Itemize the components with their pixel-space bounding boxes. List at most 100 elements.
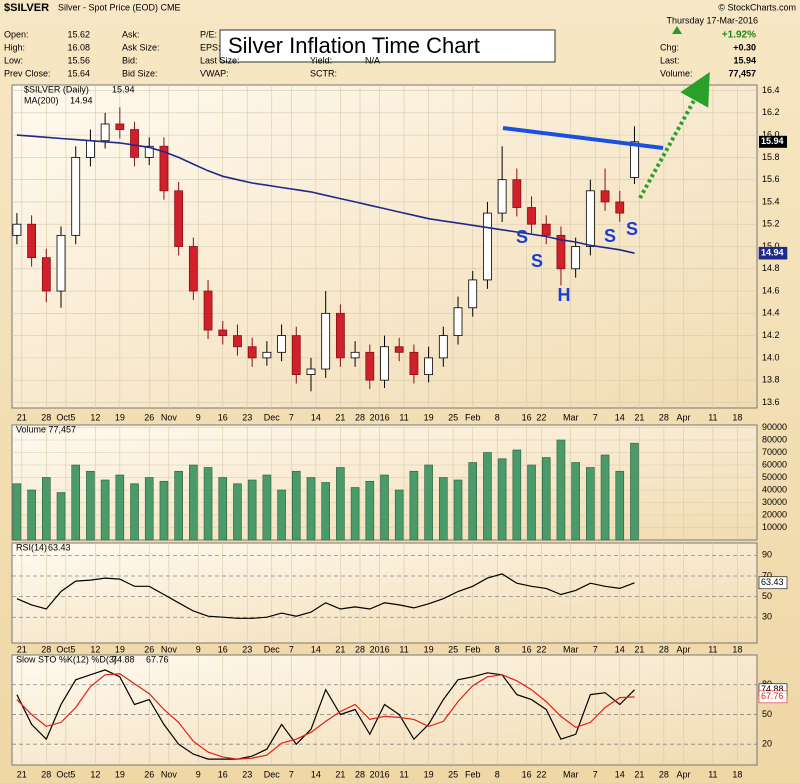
field-label: Last Size: — [200, 55, 240, 65]
quote-value: 16.08 — [67, 42, 90, 52]
candle-body — [350, 351, 360, 359]
x-tick-label: 21 — [17, 644, 27, 654]
x-tick-label: 26 — [144, 644, 154, 654]
x-tick-label: Oct5 — [56, 769, 75, 779]
volume-bar — [86, 470, 95, 541]
x-tick-label: 28 — [41, 769, 51, 779]
y-tick-label: 14.8 — [762, 263, 780, 273]
x-tick-label: Oct5 — [56, 644, 75, 654]
series-line — [16, 134, 635, 254]
candle-body — [277, 335, 286, 353]
x-tick-label: 21 — [335, 644, 345, 654]
symbol: $SILVER — [4, 2, 49, 14]
last-value: 14.94 — [761, 248, 784, 258]
x-tick-label: 21 — [634, 644, 644, 654]
x-tick-label: 16 — [522, 769, 532, 779]
volume-bar — [189, 464, 198, 541]
candle-body — [174, 190, 184, 247]
y-tick-label: 80000 — [762, 434, 787, 444]
y-tick-label: 14.2 — [762, 330, 780, 340]
volume-bar — [380, 474, 389, 541]
x-tick-label: 26 — [144, 412, 154, 422]
x-tick-label: 8 — [495, 644, 500, 654]
x-tick-label: 16 — [522, 412, 532, 422]
x-tick-label: 14 — [615, 769, 625, 779]
title: Silver Inflation Time Chart — [228, 33, 480, 58]
x-tick-label: 11 — [708, 644, 717, 654]
candle-body — [468, 279, 478, 309]
x-tick-label: 19 — [115, 412, 125, 422]
volume-bar — [394, 489, 404, 541]
candle-body — [556, 234, 566, 270]
y-tick-label: 14.4 — [762, 308, 780, 318]
last-box — [758, 246, 788, 260]
candle-body — [27, 223, 37, 259]
volume-bar — [262, 474, 272, 541]
candle-body — [321, 312, 331, 370]
x-tick-label: Nov — [161, 412, 178, 422]
x-tick-label: 19 — [115, 769, 125, 779]
x-tick-label: 21 — [17, 412, 27, 422]
volume-bar — [336, 467, 345, 541]
x-tick-label: 28 — [659, 412, 669, 422]
volume-bar — [497, 458, 507, 541]
x-tick-label: Nov — [161, 769, 178, 779]
volume-bar — [483, 452, 492, 541]
panel-label: Slow STO %K(12) %D(3) — [16, 654, 117, 664]
x-tick-label: Dec — [264, 644, 281, 654]
x-tick-label: 21 — [634, 769, 644, 779]
change-label: Volume: — [660, 68, 693, 78]
field-label: Ask: — [122, 29, 140, 39]
y-tick-label: 16.4 — [762, 85, 780, 95]
title-box — [219, 29, 556, 63]
y-tick-label: 50 — [762, 591, 772, 601]
candle-body — [71, 156, 81, 236]
x-tick-label: 7 — [593, 412, 598, 422]
x-tick-label: 26 — [144, 769, 154, 779]
candle-body — [41, 257, 51, 292]
x-tick-label: 19 — [424, 769, 434, 779]
x-tick-label: 11 — [399, 412, 408, 422]
candle-body — [541, 223, 551, 236]
x-tick-label: 23 — [242, 769, 252, 779]
legend-value: 63.43 — [48, 542, 71, 552]
candle-body — [380, 346, 389, 381]
y-tick-label: 15.6 — [762, 174, 780, 184]
x-tick-label: Apr — [676, 412, 690, 422]
candle-body — [12, 223, 22, 236]
field-label: Ask Size: — [122, 42, 160, 52]
x-tick-label: 14 — [311, 769, 321, 779]
candle-body — [130, 129, 139, 158]
volume-bar — [247, 479, 257, 541]
volume-bar — [615, 470, 625, 541]
x-tick-label: 25 — [448, 769, 458, 779]
last-value: 67.76 — [761, 691, 784, 701]
volume-bar — [600, 454, 610, 541]
last-box — [759, 135, 787, 148]
volume-bar — [453, 479, 463, 541]
pattern-label: S — [604, 226, 616, 246]
change-value: 77,457 — [728, 68, 756, 78]
up-arrow — [672, 26, 682, 34]
date: Thursday 17-Mar-2016 — [666, 15, 758, 25]
y-tick-label: 15.8 — [762, 152, 780, 162]
volume-bar — [159, 480, 169, 541]
quote-label: Low: — [4, 55, 23, 65]
credit: © StockCharts.com — [718, 2, 796, 12]
x-tick-label: 23 — [242, 412, 252, 422]
x-tick-label: 19 — [424, 412, 434, 422]
volume-bar — [130, 483, 139, 541]
x-tick-label: 28 — [355, 644, 365, 654]
y-tick-label: 70 — [762, 570, 772, 580]
symbol-name: Silver - Spot Price (EOD) CME — [58, 2, 181, 12]
x-tick-label: 23 — [242, 644, 252, 654]
x-tick-label: 9 — [196, 769, 201, 779]
volume-bar — [321, 482, 330, 541]
x-tick-label: Nov — [161, 644, 178, 654]
pattern-label: S — [516, 227, 528, 247]
candle-body — [453, 307, 463, 337]
series-line — [16, 669, 635, 760]
x-tick-label: Apr — [676, 769, 690, 779]
volume-bar — [174, 470, 183, 541]
candle-body — [365, 351, 375, 381]
